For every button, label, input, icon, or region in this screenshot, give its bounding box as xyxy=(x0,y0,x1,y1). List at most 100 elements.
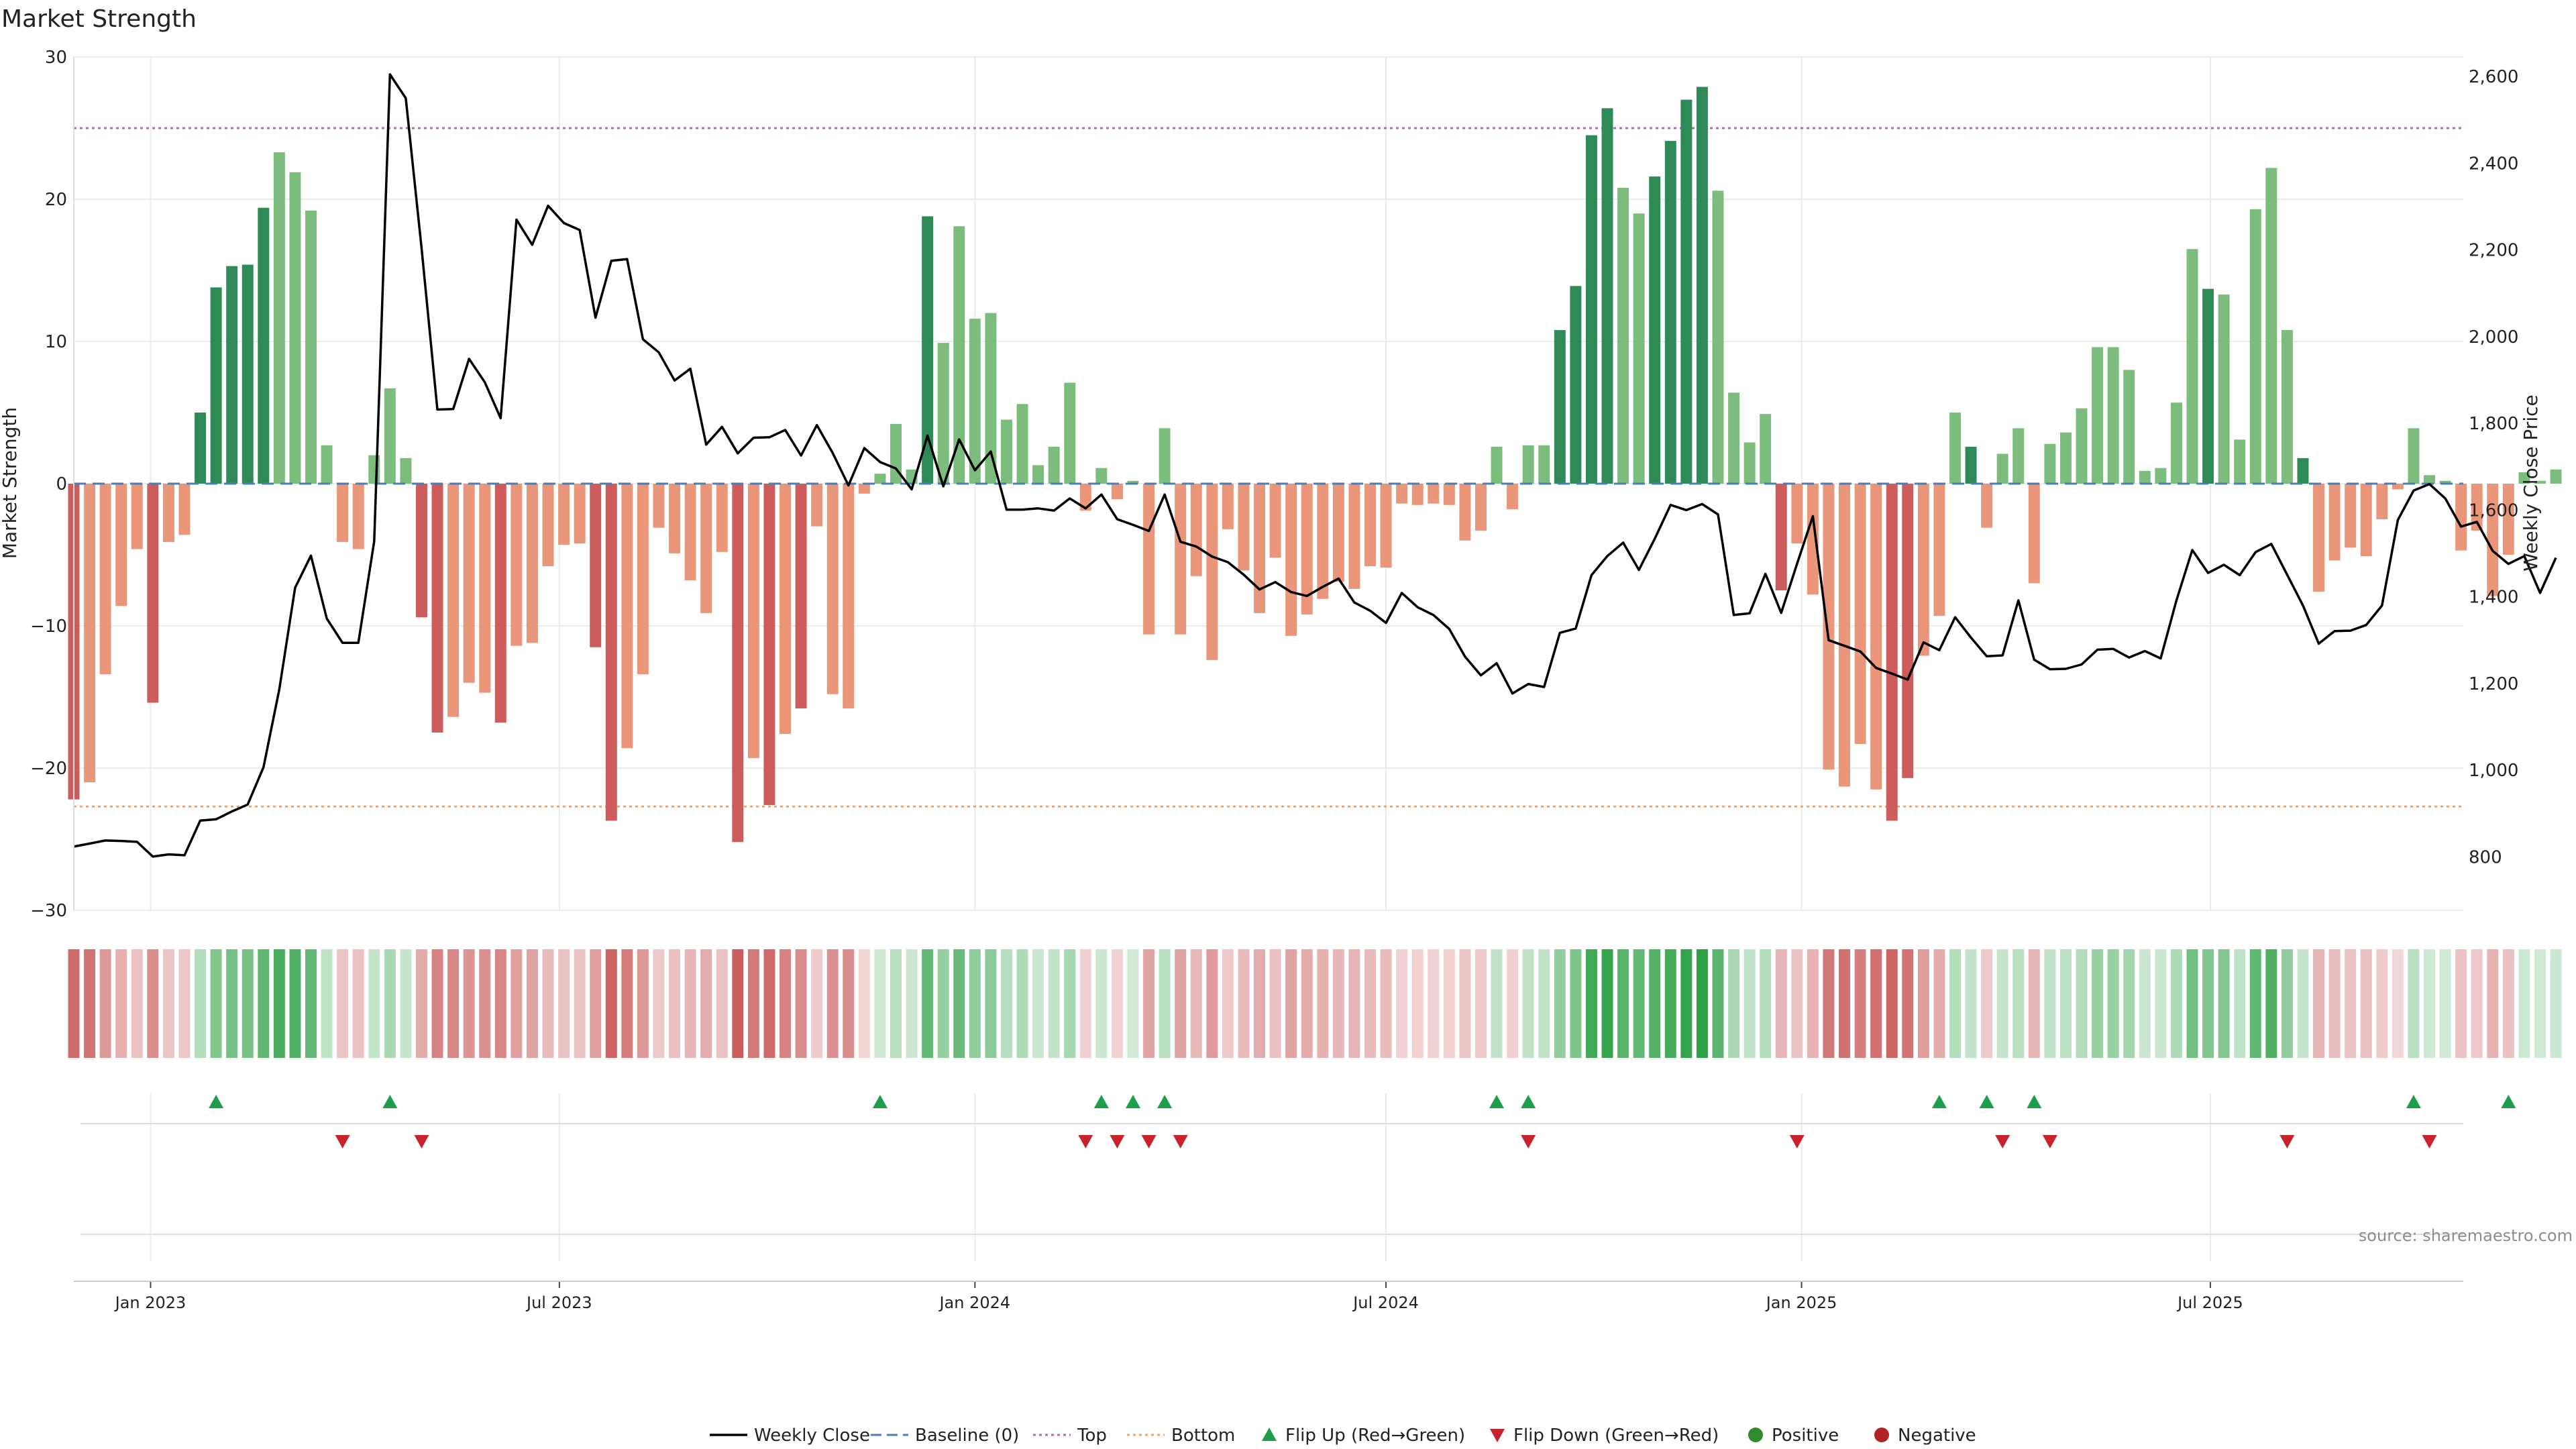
heat-cell xyxy=(1348,949,1360,1058)
heat-cell xyxy=(1696,949,1708,1058)
strength-bar xyxy=(1016,404,1028,484)
heat-cell xyxy=(162,949,174,1058)
strength-bar xyxy=(273,152,285,484)
strength-bar xyxy=(1791,484,1803,544)
heat-cell xyxy=(843,949,855,1058)
heat-cell xyxy=(1332,949,1344,1058)
heat-strip xyxy=(68,949,2562,1058)
heat-cell xyxy=(716,949,728,1058)
strength-bar xyxy=(1601,108,1613,484)
heat-cell xyxy=(1079,949,1091,1058)
strength-bar xyxy=(131,484,143,549)
strength-bar xyxy=(352,484,364,549)
heat-cell xyxy=(273,949,285,1058)
heat-cell xyxy=(1981,949,1993,1058)
strength-bar xyxy=(2249,209,2261,484)
heat-cell xyxy=(1775,949,1787,1058)
strength-bar xyxy=(1348,484,1360,589)
strength-bar xyxy=(2392,484,2404,490)
heat-cell xyxy=(352,949,364,1058)
y-left-tick-label: −30 xyxy=(30,901,67,921)
strength-bar xyxy=(1664,141,1676,484)
strength-bar xyxy=(178,484,191,535)
heat-cell xyxy=(131,949,143,1058)
heat-cell xyxy=(84,949,96,1058)
flip-down-marker xyxy=(335,1135,350,1148)
heat-cell xyxy=(1507,949,1519,1058)
strength-bar xyxy=(732,484,744,843)
strength-bar xyxy=(985,313,997,484)
heat-cell xyxy=(2487,949,2499,1058)
strength-bar xyxy=(922,216,934,484)
heat-cell xyxy=(431,949,443,1058)
heat-cell xyxy=(226,949,238,1058)
heat-cell xyxy=(1222,949,1234,1058)
strength-bar xyxy=(826,484,839,694)
strength-bar xyxy=(1079,484,1091,511)
strength-bar xyxy=(526,484,538,643)
y-axis-left-label: Market Strength xyxy=(0,407,21,559)
strength-bar xyxy=(2376,484,2388,519)
heat-cell xyxy=(763,949,775,1058)
strength-bar xyxy=(874,474,886,484)
strength-bar xyxy=(2218,294,2230,484)
heat-cell xyxy=(1554,949,1566,1058)
heat-cell xyxy=(1807,949,1819,1058)
strength-bar xyxy=(2328,484,2341,561)
y-left-tick-label: 0 xyxy=(56,474,67,494)
strength-bar xyxy=(1839,484,1851,787)
heat-cell xyxy=(1917,949,1929,1058)
heat-cell xyxy=(241,949,254,1058)
heat-cell xyxy=(1285,949,1297,1058)
heat-cell xyxy=(258,949,270,1058)
heat-cell xyxy=(637,949,649,1058)
heat-cell xyxy=(2155,949,2167,1058)
strength-bar xyxy=(1633,213,1645,484)
strength-bar xyxy=(2170,402,2182,484)
x-tick-label: Jan 2024 xyxy=(938,1293,1010,1312)
strength-bar xyxy=(1491,446,1503,484)
strength-bar xyxy=(2487,484,2499,596)
strength-bar xyxy=(1617,188,1629,484)
strength-bar xyxy=(1159,428,1171,484)
heat-cell xyxy=(415,949,427,1058)
strength-bar xyxy=(415,484,427,618)
strength-bar xyxy=(1981,484,1993,528)
strength-bar xyxy=(1000,419,1012,484)
heat-cell xyxy=(2408,949,2420,1058)
legend-triangle-down-icon xyxy=(1490,1429,1505,1442)
heat-cell xyxy=(2170,949,2182,1058)
strength-bar xyxy=(2502,484,2514,555)
strength-bar xyxy=(2534,480,2546,484)
heat-cell xyxy=(210,949,222,1058)
strength-bar xyxy=(1443,484,1455,505)
heat-cell xyxy=(1111,949,1123,1058)
heat-cell xyxy=(1048,949,1060,1058)
strength-bar xyxy=(1396,484,1408,504)
heat-cell xyxy=(669,949,681,1058)
heat-cell xyxy=(1522,949,1534,1058)
flip-down-marker xyxy=(1078,1135,1093,1148)
legend-label: Bottom xyxy=(1171,1426,1235,1446)
strength-bar xyxy=(2408,428,2420,484)
heat-cell xyxy=(1190,949,1202,1058)
heat-cell xyxy=(99,949,111,1058)
strength-bar xyxy=(1649,176,1661,484)
strength-bar xyxy=(258,207,270,484)
flip-up-marker xyxy=(1979,1095,1994,1108)
flip-down-marker xyxy=(1110,1135,1125,1148)
heat-cell xyxy=(479,949,491,1058)
flip-up-marker xyxy=(872,1095,888,1108)
strength-bar xyxy=(1743,442,1756,484)
strength-bar xyxy=(780,484,792,735)
strength-bar xyxy=(2281,330,2293,484)
heat-cell xyxy=(2234,949,2246,1058)
legend-circle-icon xyxy=(1874,1428,1889,1442)
strength-bar xyxy=(2345,484,2357,548)
heat-cell xyxy=(1491,949,1503,1058)
heat-cell xyxy=(1791,949,1803,1058)
heat-cell xyxy=(2139,949,2151,1058)
heat-cell xyxy=(1396,949,1408,1058)
strength-bar xyxy=(1538,445,1550,484)
heat-cell xyxy=(906,949,918,1058)
